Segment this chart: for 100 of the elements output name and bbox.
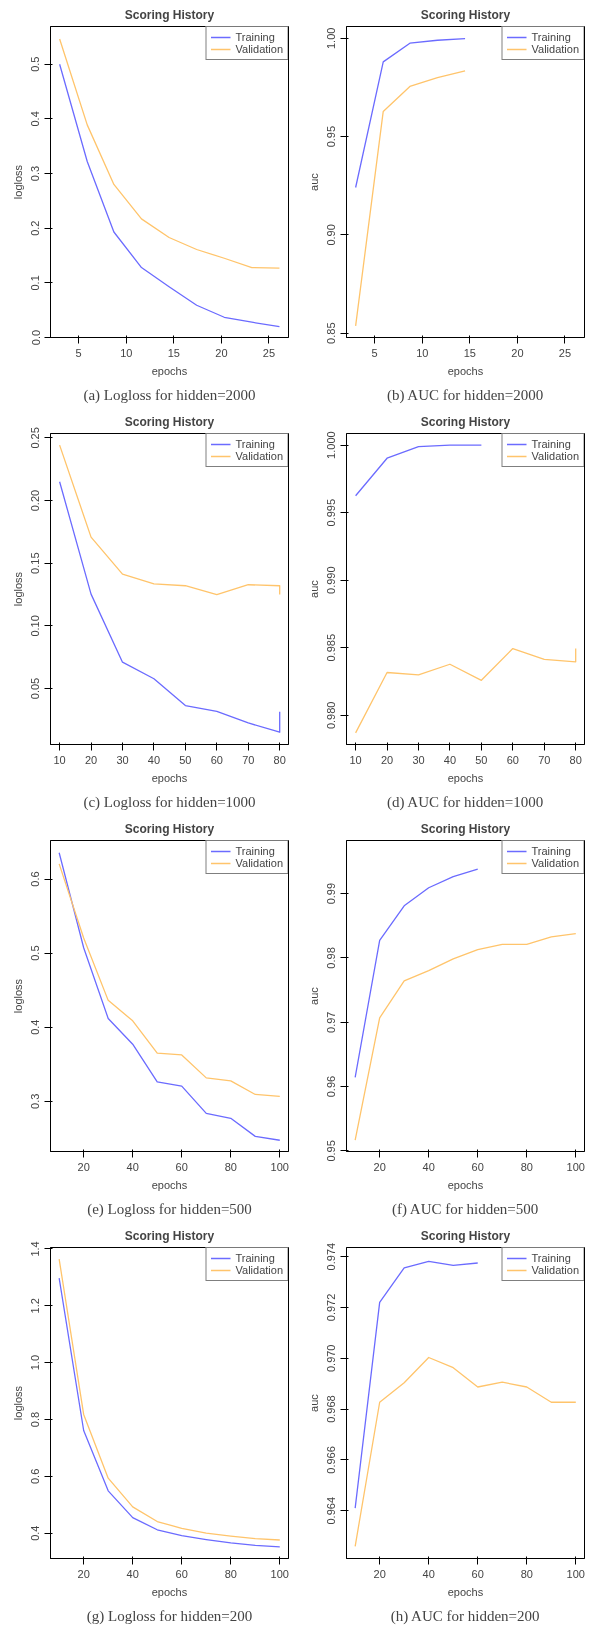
x-tick-label: 20 — [511, 346, 524, 359]
x-tick-label: 60 — [175, 1567, 188, 1580]
legend-label: Training — [531, 845, 571, 857]
legend-label: Validation — [531, 1264, 579, 1276]
x-tick-label: 40 — [422, 1567, 435, 1580]
x-tick-label: 100 — [270, 1567, 289, 1580]
y-tick-label: 0.96 — [325, 1075, 338, 1098]
text: (c) Logloss for hidden=1000 — [83, 793, 256, 811]
y-axis-title: auc — [307, 172, 320, 191]
x-tick-label: 60 — [506, 753, 519, 766]
x-tick-label: 80 — [520, 1160, 533, 1173]
legend-label: Validation — [531, 857, 579, 869]
x-tick-label: 80 — [224, 1567, 237, 1580]
y-tick-label: 0.6 — [29, 871, 42, 887]
chart-title: Scoring History — [420, 821, 511, 836]
y-tick-label: 0.85 — [325, 322, 338, 344]
x-tick-label: 60 — [210, 753, 223, 766]
x-tick-label: 10 — [120, 346, 133, 359]
x-tick-label: 100 — [566, 1567, 585, 1580]
y-tick-label: 0.995 — [325, 498, 338, 527]
x-tick-label: 50 — [179, 753, 192, 766]
y-tick-label: 0.980 — [325, 701, 338, 730]
y-tick-label: 0.98 — [325, 947, 338, 969]
x-tick-label: 5 — [371, 346, 378, 359]
y-axis-title: auc — [307, 986, 320, 1005]
x-tick-label: 60 — [471, 1567, 484, 1580]
x-tick-label: 30 — [412, 753, 425, 766]
x-tick-label: 60 — [471, 1160, 484, 1173]
y-tick-label: 0.5 — [29, 56, 42, 72]
x-axis-title: epochs — [151, 364, 188, 377]
x-tick-label: 20 — [380, 753, 394, 766]
legend-label: Training — [235, 31, 275, 43]
legend-label: Validation — [235, 450, 283, 462]
x-axis-title: epochs — [447, 771, 484, 784]
x-tick-label: 80 — [520, 1567, 533, 1580]
x-tick-label: 100 — [270, 1160, 289, 1173]
y-tick-label: 1.0 — [29, 1354, 42, 1371]
y-tick-label: 0.95 — [325, 125, 338, 148]
y-axis-title: logloss — [11, 571, 24, 607]
x-tick-label: 10 — [53, 753, 66, 766]
text: (h) AUC for hidden=200 — [390, 1607, 540, 1625]
y-tick-label: 0.6 — [29, 1468, 42, 1484]
legend-label: Training — [531, 1252, 571, 1264]
y-tick-label: 0.4 — [29, 1019, 42, 1035]
x-tick-label: 70 — [242, 753, 255, 766]
x-axis-title: epochs — [151, 1585, 188, 1598]
y-axis-title: auc — [307, 1393, 320, 1412]
legend-label: Validation — [531, 43, 579, 55]
text: (b) AUC for hidden=2000 — [386, 386, 544, 404]
y-tick-label: 0.968 — [325, 1395, 338, 1423]
y-tick-label: 0.20 — [29, 489, 42, 512]
text: (f) AUC for hidden=500 — [391, 1200, 539, 1218]
x-tick-label: 25 — [558, 346, 572, 359]
y-tick-label: 0.3 — [29, 165, 42, 182]
x-tick-label: 40 — [422, 1160, 435, 1173]
x-tick-label: 40 — [147, 753, 161, 766]
x-tick-label: 20 — [77, 1160, 90, 1173]
chart-title: Scoring History — [420, 7, 511, 22]
y-tick-label: 0.5 — [29, 945, 42, 961]
y-tick-label: 0.10 — [29, 615, 42, 637]
y-tick-label: 0.2 — [29, 220, 42, 236]
y-tick-label: 1.000 — [325, 431, 338, 459]
x-tick-label: 10 — [349, 753, 362, 766]
y-tick-label: 0.1 — [29, 275, 42, 291]
y-tick-label: 0.99 — [325, 882, 338, 905]
y-tick-label: 1.4 — [29, 1241, 42, 1257]
y-tick-label: 0.97 — [325, 1011, 338, 1033]
x-tick-label: 25 — [262, 346, 276, 359]
text: (a) Logloss for hidden=2000 — [83, 386, 256, 404]
x-tick-label: 30 — [116, 753, 129, 766]
x-tick-label: 80 — [569, 753, 582, 766]
x-axis-title: epochs — [447, 1178, 484, 1191]
text: (e) Logloss for hidden=500 — [87, 1200, 252, 1218]
x-tick-label: 20 — [77, 1567, 90, 1580]
legend-label: Validation — [235, 857, 283, 869]
x-tick-label: 20 — [84, 753, 98, 766]
x-tick-label: 5 — [75, 346, 82, 359]
legend-label: Training — [531, 438, 571, 450]
text: (d) AUC for hidden=1000 — [386, 793, 544, 811]
y-tick-label: 0.974 — [325, 1242, 338, 1271]
chart-title: Scoring History — [124, 7, 215, 22]
chart-title: Scoring History — [124, 821, 215, 836]
x-tick-label: 60 — [175, 1160, 188, 1173]
x-tick-label: 20 — [373, 1160, 386, 1173]
legend-label: Training — [235, 438, 275, 450]
x-tick-label: 80 — [273, 753, 286, 766]
y-tick-label: 0.964 — [325, 1496, 338, 1525]
x-tick-label: 80 — [224, 1160, 237, 1173]
text: (g) Logloss for hidden=200 — [86, 1607, 253, 1625]
y-tick-label: 0.90 — [325, 224, 338, 246]
legend-label: Validation — [531, 450, 579, 462]
legend-label: Training — [235, 1252, 275, 1264]
x-tick-label: 40 — [443, 753, 457, 766]
y-tick-label: 0.8 — [29, 1411, 42, 1428]
y-tick-label: 0.95 — [325, 1140, 338, 1162]
legend-label: Training — [531, 31, 571, 43]
legend-label: Validation — [235, 43, 283, 55]
x-tick-label: 15 — [167, 346, 180, 359]
legend-label: Validation — [235, 1264, 283, 1276]
y-tick-label: 0.966 — [325, 1446, 338, 1474]
